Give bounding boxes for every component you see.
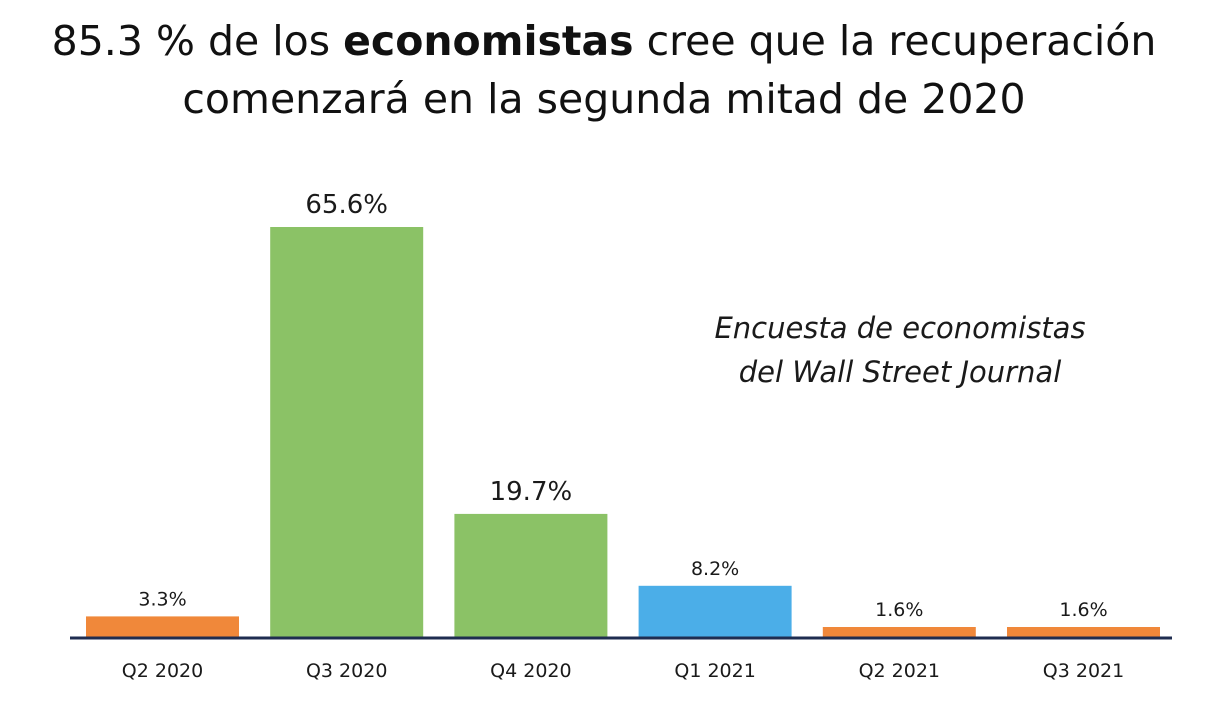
category-label: Q4 2020 (490, 660, 571, 682)
bars-group (86, 227, 1160, 638)
title-suffix: cree que la recuperación (633, 17, 1157, 65)
bar-q1-2021 (638, 585, 792, 638)
value-label: 19.7% (490, 477, 573, 507)
bar-q3-2020 (270, 227, 424, 637)
bar-q2-2020 (86, 616, 239, 637)
source-annotation-line-2: del Wall Street Journal (738, 355, 1062, 389)
value-label: 1.6% (1059, 599, 1107, 621)
source-annotation: Encuesta de economistas del Wall Street … (640, 306, 1160, 394)
title-bold-word: economistas (343, 17, 634, 65)
chart-title-line-2: comenzará en la segunda mitad de 2020 (182, 75, 1026, 123)
source-annotation-line-1: Encuesta de economistas (714, 311, 1086, 345)
category-label: Q3 2020 (306, 660, 387, 682)
category-label: Q2 2021 (859, 660, 940, 682)
value-label: 1.6% (875, 599, 923, 621)
category-labels-group: Q2 2020 Q3 2020 Q4 2020 Q1 2021 Q2 2021 Q3 20… (122, 660, 1124, 682)
category-label: Q1 2021 (674, 660, 755, 682)
chart-title: 85.3 % de los economistas cree que la re… (0, 12, 1208, 128)
value-label: 8.2% (691, 558, 739, 580)
value-label: 65.6% (305, 190, 388, 220)
value-label: 3.3% (138, 588, 186, 610)
bar-q3-2021 (1007, 627, 1160, 637)
category-label: Q2 2020 (122, 660, 203, 682)
chart-title-line-1: 85.3 % de los economistas cree que la re… (0, 12, 1208, 70)
bar-q4-2020 (454, 513, 608, 637)
category-label: Q3 2021 (1043, 660, 1124, 682)
title-prefix: 85.3 % de los (51, 17, 344, 65)
value-labels-group: 3.3% 65.6% 19.7% 8.2% 1.6% 1.6% (138, 190, 1107, 621)
bar-q2-2021 (822, 627, 976, 637)
